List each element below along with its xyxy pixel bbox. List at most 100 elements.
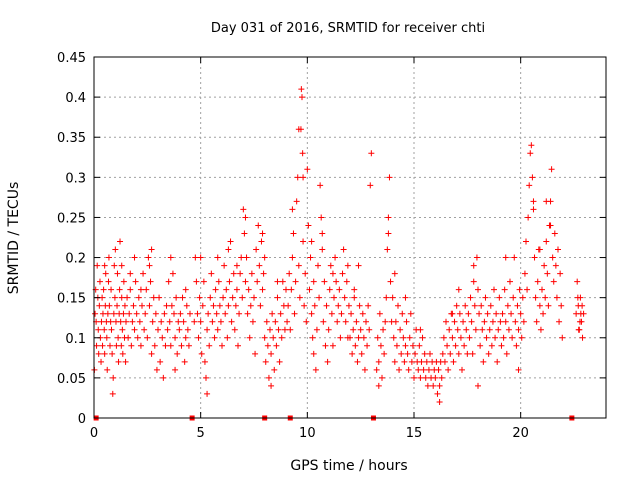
data-point bbox=[308, 238, 315, 245]
data-point bbox=[229, 294, 236, 301]
data-point bbox=[479, 326, 486, 333]
data-point bbox=[265, 374, 272, 381]
data-point bbox=[262, 358, 269, 365]
data-point bbox=[396, 366, 403, 373]
data-point bbox=[329, 270, 336, 277]
data-point bbox=[143, 286, 150, 293]
data-point bbox=[454, 326, 461, 333]
data-point bbox=[480, 358, 487, 365]
data-point bbox=[171, 310, 177, 317]
data-point bbox=[259, 230, 266, 237]
data-point bbox=[486, 326, 493, 333]
data-point bbox=[508, 310, 515, 317]
data-point bbox=[267, 326, 273, 333]
data-point bbox=[475, 382, 481, 389]
data-point bbox=[172, 334, 179, 341]
data-point bbox=[511, 254, 518, 261]
data-point bbox=[376, 310, 383, 317]
data-point bbox=[238, 254, 245, 261]
data-point bbox=[544, 270, 551, 277]
data-point bbox=[374, 334, 381, 341]
data-point bbox=[529, 174, 536, 181]
data-point bbox=[441, 358, 448, 365]
data-point bbox=[325, 326, 332, 333]
data-point bbox=[303, 318, 310, 325]
data-point bbox=[122, 358, 129, 365]
data-point bbox=[95, 326, 102, 333]
data-point bbox=[242, 278, 249, 285]
data-point bbox=[173, 294, 180, 301]
data-point bbox=[514, 302, 521, 309]
data-point bbox=[283, 286, 289, 293]
data-point bbox=[459, 366, 465, 373]
data-point bbox=[203, 374, 209, 381]
data-point bbox=[552, 262, 559, 269]
data-point bbox=[519, 294, 526, 301]
data-point bbox=[327, 262, 334, 269]
data-point bbox=[109, 350, 116, 357]
data-point bbox=[415, 366, 422, 373]
chart-title: Day 031 of 2016, SRMTID for receiver cht… bbox=[211, 21, 485, 36]
data-point bbox=[120, 278, 127, 285]
data-point bbox=[249, 318, 256, 325]
data-point bbox=[222, 310, 229, 317]
data-point bbox=[196, 294, 203, 301]
data-points bbox=[91, 86, 587, 421]
data-point bbox=[134, 334, 141, 341]
data-point bbox=[101, 350, 108, 357]
data-point bbox=[466, 334, 473, 341]
data-point bbox=[497, 318, 504, 325]
data-point bbox=[476, 310, 483, 317]
data-point bbox=[310, 278, 317, 285]
data-point bbox=[195, 334, 202, 341]
data-point bbox=[155, 326, 161, 333]
data-point bbox=[208, 270, 215, 277]
data-point bbox=[248, 270, 255, 277]
data-point bbox=[244, 310, 251, 317]
data-point bbox=[277, 310, 284, 317]
data-point bbox=[323, 302, 330, 309]
data-point bbox=[156, 294, 163, 301]
data-point bbox=[289, 206, 296, 213]
data-point bbox=[259, 286, 266, 293]
data-point bbox=[226, 278, 233, 285]
data-point bbox=[553, 294, 560, 301]
data-point bbox=[111, 262, 118, 269]
data-point bbox=[505, 326, 512, 333]
data-point bbox=[574, 278, 581, 285]
data-point bbox=[153, 366, 160, 373]
data-point bbox=[139, 302, 145, 309]
data-point bbox=[175, 318, 182, 325]
data-point bbox=[251, 294, 257, 301]
data-point bbox=[521, 270, 528, 277]
data-point bbox=[375, 382, 382, 389]
data-point bbox=[559, 334, 566, 341]
data-point bbox=[340, 246, 347, 253]
data-point bbox=[518, 334, 525, 341]
data-point bbox=[263, 318, 270, 325]
data-point bbox=[524, 286, 531, 293]
data-point bbox=[382, 318, 389, 325]
data-point bbox=[96, 278, 103, 285]
data-point bbox=[387, 278, 394, 285]
data-point bbox=[162, 342, 169, 349]
data-point bbox=[463, 326, 470, 333]
data-point bbox=[331, 294, 337, 301]
data-point bbox=[542, 294, 549, 301]
data-point bbox=[284, 318, 291, 325]
data-point bbox=[158, 318, 165, 325]
data-point bbox=[507, 278, 513, 285]
data-point bbox=[146, 262, 153, 269]
data-point bbox=[278, 334, 285, 341]
data-point bbox=[499, 310, 506, 317]
data-point bbox=[513, 342, 520, 349]
data-point bbox=[161, 310, 168, 317]
data-point bbox=[402, 294, 409, 301]
data-point bbox=[107, 342, 113, 349]
data-point bbox=[494, 358, 501, 365]
data-point bbox=[324, 358, 331, 365]
data-point bbox=[528, 142, 535, 149]
data-point bbox=[537, 326, 544, 333]
data-point bbox=[503, 350, 510, 357]
data-point bbox=[105, 254, 112, 261]
